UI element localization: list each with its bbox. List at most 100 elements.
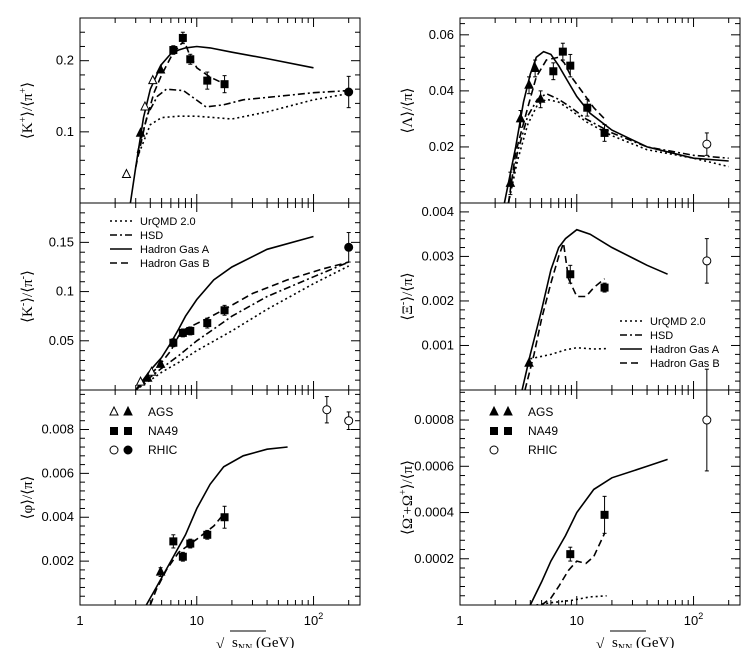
data-point-square — [600, 283, 609, 292]
data-point-square — [186, 326, 195, 335]
series-line-solid — [521, 228, 668, 390]
legend-entry: RHIC — [148, 443, 178, 457]
y-tick-label: 0.02 — [429, 139, 454, 154]
legend-entry: AGS — [528, 405, 553, 419]
series-line-dash — [524, 242, 606, 390]
data-point-triangle — [146, 366, 157, 376]
data-point-square — [169, 537, 178, 546]
data-point-circle — [344, 87, 354, 97]
y-tick-label: 0.04 — [429, 83, 454, 98]
legend-entry: RHIC — [528, 443, 558, 457]
data-point-triangle — [121, 168, 132, 179]
series-line-dash — [507, 56, 606, 203]
y-tick-label: 0.002 — [41, 553, 74, 568]
legend-entry: AGS — [148, 405, 173, 419]
y-tick-label: 0.15 — [49, 234, 74, 249]
data-point-triangle — [530, 62, 540, 72]
y-axis-label: ⟨K+⟩/⟨π+⟩ — [18, 82, 36, 139]
data-point-square — [178, 33, 187, 42]
chart-panel-5: 0.0002 0.0004 0.0006 0.0008 ⟨Ω-+Ω+⟩/⟨π⟩ AGS NA… — [398, 368, 741, 606]
panel-frame — [459, 17, 741, 204]
legend-entry: Hadron Gas A — [140, 244, 210, 256]
y-tick-label: 0.0008 — [414, 412, 454, 427]
data-point-circle — [702, 415, 712, 425]
x-tick-label: 102 — [304, 611, 323, 628]
legend-entry: Hadron Gas A — [650, 344, 720, 356]
y-tick-label: 0.1 — [56, 124, 74, 139]
data-point-square — [583, 103, 592, 112]
data-point-circle — [702, 256, 712, 266]
data-point-square — [566, 61, 575, 70]
series-line-dash — [149, 512, 226, 605]
legend-entry: HSD — [140, 230, 163, 242]
data-point-square — [566, 270, 575, 279]
y-axis-label: ⟨φ⟩/⟨π⟩ — [20, 476, 36, 520]
y-tick-label: 0.0002 — [414, 551, 454, 566]
data-point-triangle — [123, 405, 133, 416]
series-line-dashdot — [136, 88, 349, 154]
data-point-circle — [489, 445, 499, 455]
x-tick-label: 10 — [190, 613, 204, 628]
panel-frame — [79, 17, 361, 204]
data-point-square — [124, 427, 132, 435]
y-tick-label: 0.2 — [56, 53, 74, 68]
legend-entry: NA49 — [528, 424, 558, 438]
y-tick-label: 0.004 — [41, 509, 74, 524]
data-point-square — [186, 55, 195, 64]
y-tick-label: 0.05 — [49, 333, 74, 348]
data-point-circle — [344, 242, 354, 252]
data-point-triangle — [155, 565, 166, 576]
y-tick-label: 0.002 — [421, 293, 454, 308]
series-line-solid — [145, 446, 288, 605]
chart-panel-3: 0.02 0.04 0.06 ⟨Λ⟩/⟨π⟩ — [400, 17, 741, 204]
x-axis-label: sNN (GeV) — [232, 635, 294, 648]
series-line-dashdot — [507, 92, 729, 203]
data-point-circle — [344, 416, 354, 426]
y-axis-label: ⟨Λ⟩/⟨π⟩ — [400, 87, 416, 133]
chart-panel-4: 0.001 0.002 0.003 0.004 ⟨Ξ-⟩/⟨π⟩ UrQMD 2.0 HSD… — [398, 202, 741, 391]
y-tick-label: 0.06 — [429, 27, 454, 42]
x-tick-label: 1 — [76, 613, 83, 628]
data-point-square — [566, 550, 575, 559]
series-line-dot — [536, 595, 607, 605]
legend-entry: Hadron Gas B — [140, 258, 210, 270]
x-axis-sqrt: √ — [216, 637, 225, 648]
data-point-triangle — [489, 405, 499, 416]
series-line-dash — [134, 39, 225, 168]
x-axis-sqrt: √ — [596, 637, 605, 648]
data-point-square — [169, 338, 178, 347]
y-tick-label: 0.0004 — [414, 505, 454, 520]
series-line-dashdot — [135, 261, 350, 390]
series-line-solid — [503, 50, 729, 203]
y-tick-label: 0.001 — [421, 337, 454, 352]
data-point-square — [186, 539, 195, 548]
data-point-triangle — [505, 177, 516, 187]
data-point-square — [203, 530, 212, 539]
data-point-circle — [109, 445, 119, 455]
data-point-triangle — [515, 112, 526, 123]
data-point-circle — [123, 445, 133, 455]
chart-panel-1: 0.05 0.1 0.15 ⟨K-⟩/⟨π-⟩ UrQMD 2.0 HSD Hadron G… — [18, 202, 361, 391]
series-line-dash — [541, 532, 606, 605]
data-point-triangle — [142, 372, 153, 382]
data-point-square — [169, 46, 178, 55]
panel-frame — [79, 202, 361, 391]
data-point-triangle — [535, 93, 546, 103]
x-tick-label: 102 — [684, 611, 703, 628]
legend-entry: HSD — [650, 330, 673, 342]
data-point-triangle — [109, 405, 119, 416]
data-point-square — [178, 552, 187, 561]
data-point-square — [549, 67, 558, 76]
y-tick-label: 0.1 — [56, 284, 74, 299]
x-tick-label: 10 — [570, 613, 584, 628]
data-point-square — [600, 128, 609, 137]
panel-frame — [459, 389, 741, 606]
data-point-triangle — [503, 405, 513, 416]
y-axis-label: ⟨Ξ-⟩/⟨π⟩ — [398, 272, 416, 320]
y-tick-label: 0.004 — [421, 204, 454, 219]
series-line-dot — [138, 91, 354, 154]
x-axis-label: sNN (GeV) — [612, 635, 674, 648]
legend-entry: UrQMD 2.0 — [140, 216, 196, 228]
data-point-square — [203, 76, 212, 85]
